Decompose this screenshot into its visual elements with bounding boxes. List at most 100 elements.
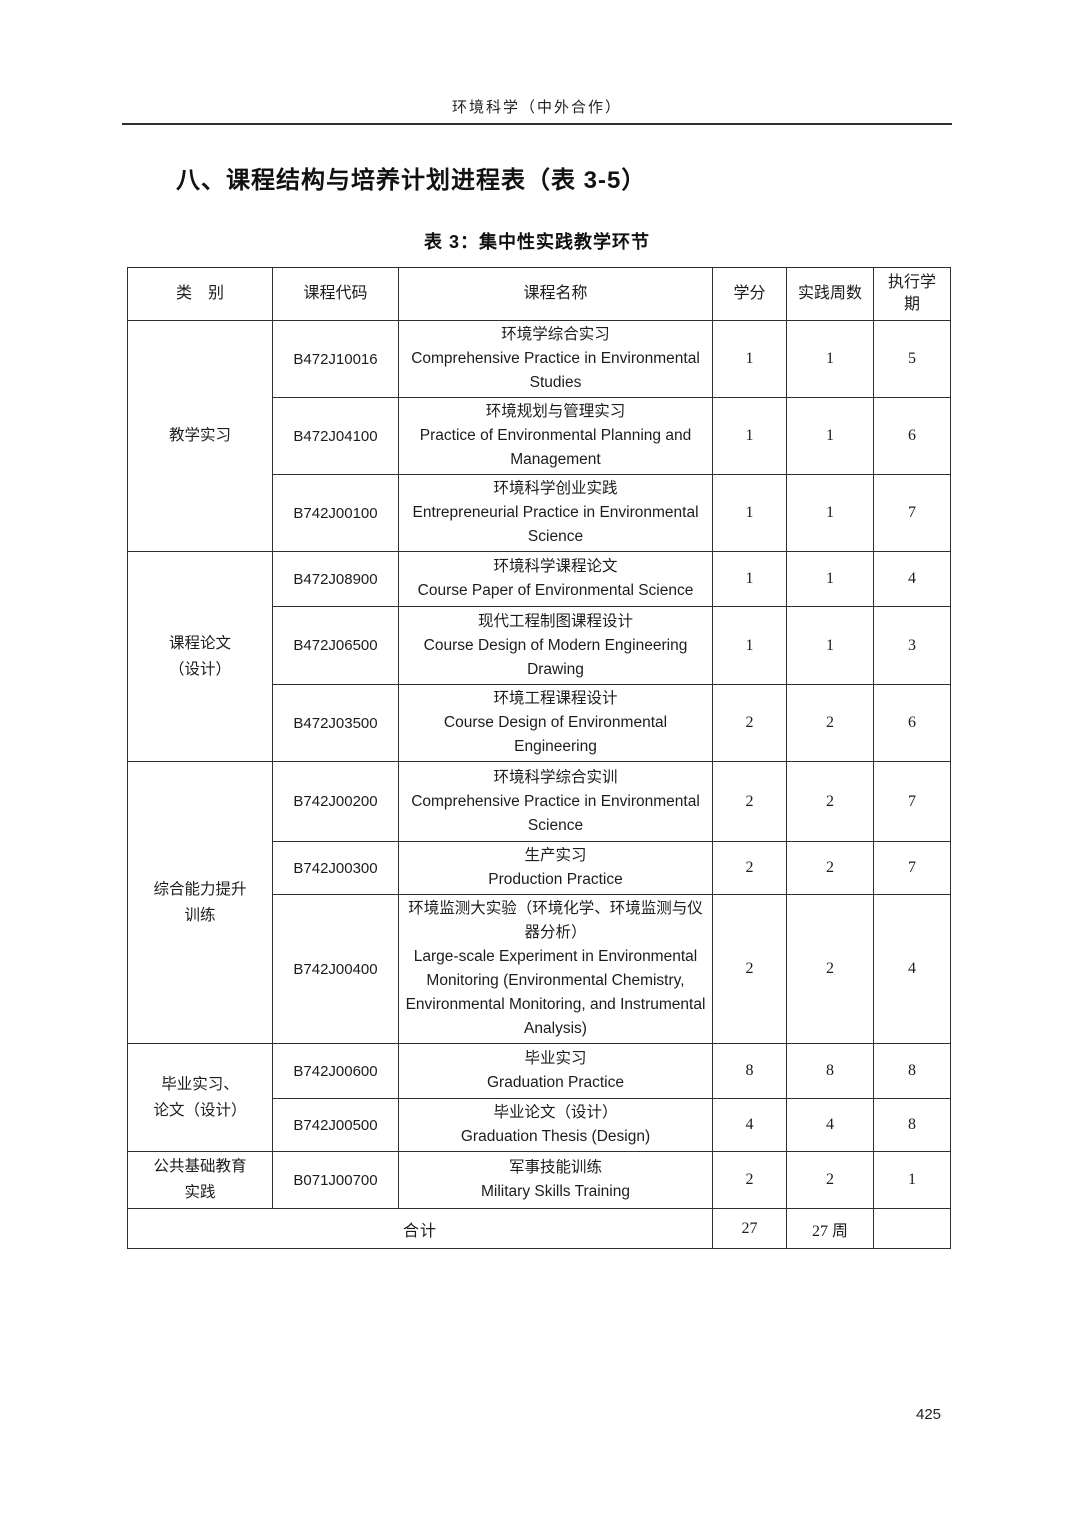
course-name-en: Entrepreneurial Practice in Environmenta… <box>412 504 699 545</box>
course-name-cn: 军事技能训练 <box>508 1159 602 1176</box>
course-name-en: Comprehensive Practice in Environmental … <box>411 350 700 391</box>
table-row: 教学实习 B472J10016 环境学综合实习 Comprehensive Pr… <box>127 320 951 552</box>
credits-cell: 8 <box>712 1043 787 1099</box>
col-header-semester: 执行学 期 <box>873 267 951 321</box>
credits-cell: 2 <box>712 841 787 895</box>
semester-cell: 1 <box>873 1151 951 1209</box>
course-name-cn: 环境科学综合实训 <box>493 768 618 786</box>
course-code: B742J00600 <box>272 1043 399 1099</box>
category-cell: 公共基础教育 实践 <box>127 1151 273 1209</box>
table-row: 公共基础教育 实践 B071J00700 军事技能训练 Military Ski… <box>127 1151 951 1209</box>
course-name-cn: 环境学综合实习 <box>501 326 610 343</box>
course-name-en: Graduation Practice <box>487 1074 624 1091</box>
semester-cell: 7 <box>873 841 951 895</box>
weeks-cell: 2 <box>786 894 874 1044</box>
col-header-category: 类 别 <box>127 267 273 321</box>
course-name-en: Course Paper of Environmental Science <box>417 582 694 599</box>
course-name: 生产实习 Production Practice <box>398 841 713 895</box>
credits-cell: 2 <box>712 684 787 762</box>
category-cell: 毕业实习、 论文（设计） <box>127 1043 273 1152</box>
col-header-practice-weeks: 实践周数 <box>786 267 874 321</box>
course-name-en: Comprehensive Practice in Environmental … <box>411 792 700 834</box>
table-row: 课程论文 （设计） B472J08900 环境科学课程论文 Course Pap… <box>127 551 951 762</box>
total-label: 合计 <box>127 1208 713 1249</box>
course-name: 毕业实习 Graduation Practice <box>398 1043 713 1099</box>
weeks-cell: 2 <box>786 684 874 762</box>
course-name: 军事技能训练 Military Skills Training <box>398 1151 713 1209</box>
weeks-cell: 1 <box>786 474 874 552</box>
course-name-en: Practice of Environmental Planning and M… <box>419 427 692 468</box>
course-name-en: Course Design of Environmental Engineeri… <box>443 714 668 755</box>
semester-cell: 3 <box>873 606 951 685</box>
credits-cell: 2 <box>712 761 787 842</box>
course-name-en: Course Design of Modern Engineering Draw… <box>423 636 688 678</box>
table-row: 毕业实习、 论文（设计） B742J00600 毕业实习 Graduation … <box>127 1043 951 1152</box>
course-name-en: Military Skills Training <box>480 1183 630 1200</box>
semester-cell: 5 <box>873 320 951 398</box>
total-semester <box>873 1208 951 1249</box>
course-code: B472J03500 <box>272 684 399 762</box>
course-code: B742J00500 <box>272 1098 399 1152</box>
weeks-cell: 2 <box>786 1151 874 1209</box>
credits-cell: 1 <box>712 320 787 398</box>
table-row: B472J04100 环境规划与管理实习 Practice of Environ… <box>128 397 951 475</box>
col-header-course-code: 课程代码 <box>272 267 399 321</box>
table-row: B742J00300 生产实习 Production Practice 2 2 … <box>128 841 951 895</box>
course-code: B472J08900 <box>272 551 399 607</box>
credits-cell: 2 <box>712 894 787 1044</box>
semester-cell: 7 <box>873 474 951 552</box>
total-row: 合计 27 27 周 <box>127 1208 951 1249</box>
table-row: B742J00100 环境科学创业实践 Entrepreneurial Prac… <box>128 474 951 552</box>
section-title: 八、课程结构与培养计划进程表（表 3-5） <box>176 167 647 194</box>
practice-courses-table: 类 别 课程代码 课程名称 学分 实践周数 执行学 期 教学实习 B472J10… <box>127 267 951 1249</box>
weeks-cell: 1 <box>786 320 874 398</box>
course-code: B472J10016 <box>272 320 399 398</box>
table-row: B742J00500 毕业论文（设计） Graduation Thesis (D… <box>128 1098 951 1152</box>
course-code: B472J04100 <box>272 397 399 475</box>
course-name-cn: 环境监测大实验（环境化学、环境监测与仪器分析） <box>408 900 703 941</box>
col-header-credits: 学分 <box>712 267 787 321</box>
course-name-cn: 环境工程课程设计 <box>493 690 618 707</box>
course-code: B742J00200 <box>272 761 399 842</box>
header-rule <box>122 123 952 125</box>
table-header-row: 类 别 课程代码 课程名称 学分 实践周数 执行学 期 <box>127 267 951 321</box>
credits-cell: 1 <box>712 397 787 475</box>
course-name-en: Large-scale Experiment in Environmental … <box>405 948 706 1037</box>
weeks-cell: 2 <box>786 841 874 895</box>
course-name-cn: 现代工程制图课程设计 <box>477 612 633 630</box>
weeks-cell: 1 <box>786 551 874 607</box>
course-name: 现代工程制图课程设计 Course Design of Modern Engin… <box>398 606 713 685</box>
total-credits: 27 <box>712 1208 787 1249</box>
credits-cell: 4 <box>712 1098 787 1152</box>
semester-cell: 8 <box>873 1043 951 1099</box>
col-header-course-name: 课程名称 <box>398 267 713 321</box>
semester-cell: 8 <box>873 1098 951 1152</box>
category-cell: 课程论文 （设计） <box>127 551 273 762</box>
course-name-en: Production Practice <box>488 871 623 888</box>
credits-cell: 2 <box>712 1151 787 1209</box>
weeks-cell: 4 <box>786 1098 874 1152</box>
weeks-cell: 1 <box>786 606 874 685</box>
table-row: B742J00400 环境监测大实验（环境化学、环境监测与仪器分析） Large… <box>128 894 951 1044</box>
semester-cell: 4 <box>873 894 951 1044</box>
page-number: 425 <box>916 1406 942 1423</box>
course-name: 环境工程课程设计 Course Design of Environmental … <box>398 684 713 762</box>
total-weeks: 27 周 <box>786 1208 874 1249</box>
course-name-cn: 毕业实习 <box>524 1050 587 1067</box>
course-name-cn: 环境规划与管理实习 <box>485 403 626 420</box>
course-name: 环境监测大实验（环境化学、环境监测与仪器分析） Large-scale Expe… <box>398 894 713 1044</box>
table-caption: 表 3：集中性实践教学环节 <box>423 232 650 252</box>
semester-cell: 4 <box>873 551 951 607</box>
course-name: 环境科学综合实训 Comprehensive Practice in Envir… <box>398 761 713 842</box>
course-code: B071J00700 <box>272 1151 399 1209</box>
course-code: B472J06500 <box>272 606 399 685</box>
weeks-cell: 2 <box>786 761 874 842</box>
course-name-cn: 毕业论文（设计） <box>493 1104 618 1121</box>
course-name-cn: 环境科学课程论文 <box>493 558 618 575</box>
course-name: 环境学综合实习 Comprehensive Practice in Enviro… <box>398 320 713 398</box>
category-cell: 综合能力提升 训练 <box>127 761 273 1044</box>
course-name-cn: 环境科学创业实践 <box>493 480 618 497</box>
semester-cell: 6 <box>873 684 951 762</box>
course-name-en: Graduation Thesis (Design) <box>460 1128 651 1145</box>
